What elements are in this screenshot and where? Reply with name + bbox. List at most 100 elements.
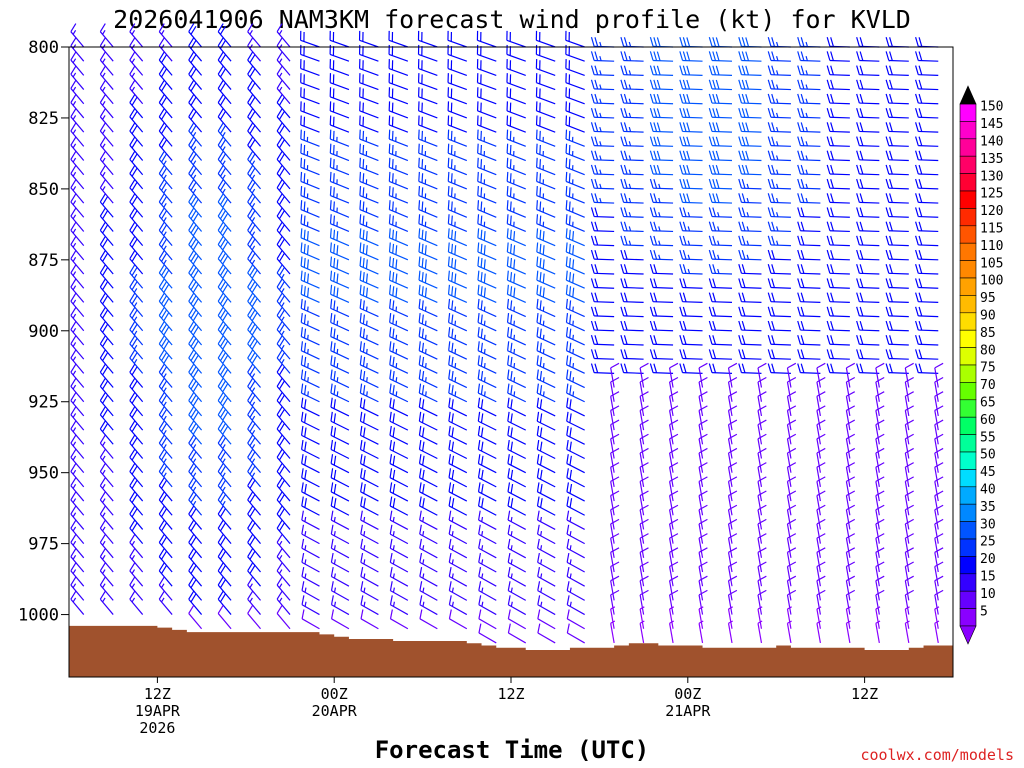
barb-feather — [797, 193, 801, 203]
wind-barb — [507, 383, 526, 403]
barb-half-feather — [72, 583, 77, 589]
barb-feather — [656, 79, 661, 90]
wind-barb — [620, 207, 644, 218]
barb-half-feather — [161, 30, 165, 35]
wind-barb — [727, 575, 738, 601]
barb-half-feather — [776, 41, 779, 47]
wind-barb — [158, 534, 173, 559]
barb-staff — [610, 538, 615, 558]
barb-feather — [70, 37, 77, 47]
wind-barb — [845, 405, 856, 431]
barb-half-feather — [304, 587, 307, 593]
barb-feather — [219, 323, 226, 333]
barb-feather — [738, 51, 743, 61]
wind-barb — [708, 178, 733, 190]
barb-staff — [610, 467, 615, 487]
wind-barb — [70, 292, 85, 317]
wind-barb — [875, 405, 885, 431]
barb-feather — [859, 235, 864, 246]
barb-feather — [715, 79, 720, 90]
wind-barb — [360, 552, 379, 573]
barb-feather — [477, 454, 481, 464]
wind-barb — [99, 349, 114, 374]
barb-feather — [249, 111, 256, 120]
barb-feather — [679, 122, 684, 132]
barb-feather — [856, 122, 860, 132]
wind-barb — [767, 249, 791, 261]
barb-feather — [594, 136, 599, 146]
barb-feather — [278, 522, 285, 532]
barb-feather — [336, 287, 339, 298]
barb-feather — [161, 82, 168, 92]
wind-barb — [875, 533, 885, 558]
barb-feather — [217, 65, 224, 75]
barb-feather — [192, 397, 199, 407]
barb-staff — [727, 452, 733, 473]
wind-barb — [389, 411, 409, 431]
wind-barb — [158, 264, 173, 289]
barb-feather — [679, 207, 684, 217]
barb-feather — [620, 335, 625, 345]
barb-feather — [158, 80, 165, 89]
barb-feather — [875, 533, 885, 539]
wind-barb — [418, 341, 438, 360]
wind-barb — [129, 51, 144, 76]
barb-feather — [610, 391, 620, 397]
wind-barb — [418, 383, 438, 403]
barb-feather — [190, 125, 197, 134]
barb-feather — [510, 469, 514, 480]
barb-half-feather — [192, 500, 197, 506]
barb-feather — [738, 65, 743, 75]
wind-barb — [388, 101, 409, 119]
wind-barb — [389, 355, 409, 374]
barb-feather — [99, 236, 106, 245]
barb-feather — [333, 229, 336, 240]
barb-staff — [875, 481, 880, 502]
wind-barb — [875, 476, 885, 502]
wind-barb — [389, 524, 409, 545]
wind-barb — [329, 157, 350, 176]
barb-half-feather — [424, 334, 427, 340]
barb-half-feather — [336, 334, 339, 340]
barb-feather — [771, 292, 776, 302]
barb-feather — [620, 178, 625, 189]
wind-barb — [649, 306, 674, 318]
barb-feather — [477, 157, 479, 168]
barb-half-feather — [451, 587, 454, 593]
barb-feather — [826, 136, 831, 146]
barb-feather — [217, 463, 224, 472]
wind-barb — [477, 383, 497, 403]
wind-barb — [845, 433, 856, 459]
barb-half-feather — [363, 531, 366, 536]
barb-half-feather — [816, 620, 822, 624]
barb-feather — [846, 362, 856, 369]
wind-barb — [507, 496, 527, 516]
barb-staff — [639, 452, 645, 473]
wind-barb — [885, 136, 909, 147]
barb-staff — [698, 538, 704, 558]
barb-feather — [278, 96, 285, 106]
wind-barb — [247, 406, 261, 431]
wind-barb — [217, 51, 232, 76]
barb-staff — [757, 523, 763, 544]
barb-feather — [653, 193, 658, 203]
wind-barb — [669, 504, 679, 530]
wind-barb — [247, 448, 261, 474]
barb-feather — [507, 341, 510, 351]
wind-barb — [639, 606, 645, 629]
wind-barb — [70, 278, 85, 303]
barb-feather — [741, 349, 746, 359]
barb-staff — [508, 618, 527, 630]
wind-barb — [359, 440, 379, 460]
wind-barb — [129, 207, 144, 232]
barb-feather — [610, 575, 620, 582]
barb-feather — [163, 269, 170, 279]
wind-barb — [330, 609, 350, 630]
barb-feather — [826, 122, 831, 132]
barb-feather — [219, 210, 226, 220]
barb-feather — [222, 198, 229, 208]
wind-barb — [389, 496, 409, 516]
barb-feather — [278, 224, 285, 234]
wind-barb — [158, 179, 173, 204]
barb-feather — [190, 210, 197, 220]
